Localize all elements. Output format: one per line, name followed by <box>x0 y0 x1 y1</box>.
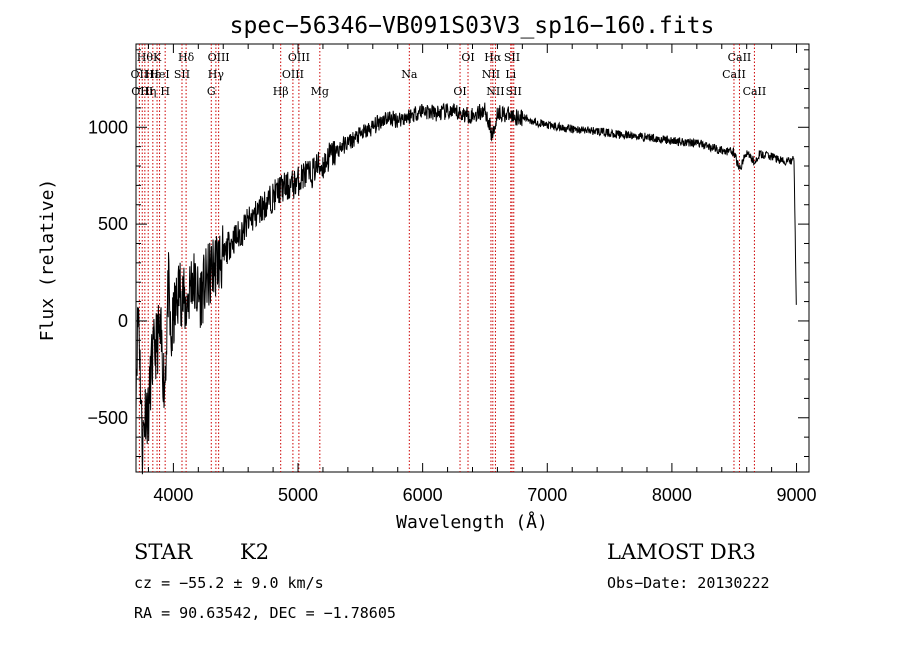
x-axis-label: Wavelength (Å) <box>396 511 548 533</box>
line-label-8: SII <box>174 68 190 81</box>
axis-ticks: 4000 5000 6000 7000 8000 9000 −500 0 500 1000 <box>87 44 817 505</box>
line-label-25: SII <box>506 85 522 98</box>
line-label-7: H <box>160 85 170 98</box>
x-tick-label: 8000 <box>652 485 692 505</box>
line-label-19: OI <box>461 51 474 64</box>
y-tick-label: 1000 <box>88 117 128 137</box>
line-label-6: HeI <box>149 68 169 81</box>
x-tick-label: 4000 <box>153 485 193 505</box>
line-label-2: Hθ <box>137 51 154 64</box>
y-axis-label: Flux (relative) <box>37 179 58 342</box>
line-label-15: OIII <box>288 51 310 64</box>
x-tick-label: 7000 <box>527 485 567 505</box>
line-label-13: Hβ <box>273 85 289 98</box>
spectral-line-labels: OIIOIIIHθHηHεKHeIHSIIHδGHγOIIIHβOIIIOIII… <box>131 51 767 98</box>
y-tick-label: 500 <box>98 214 128 234</box>
line-label-17: Na <box>401 68 418 81</box>
x-tick-label: 5000 <box>278 485 318 505</box>
object-class: STAR <box>134 540 193 564</box>
line-label-9: Hδ <box>178 51 195 64</box>
spectral-subclass: K2 <box>240 540 270 564</box>
line-label-26: CaII <box>722 68 746 81</box>
line-label-27: CaII <box>728 51 752 64</box>
line-label-20: NII <box>482 68 500 81</box>
line-label-18: OI <box>453 85 466 98</box>
ra-dec-coordinates: RA = 90.63542, DEC = −1.78605 <box>134 604 396 622</box>
line-label-23: Li <box>505 68 516 81</box>
line-label-28: CaII <box>743 85 767 98</box>
line-label-11: Hγ <box>208 68 225 81</box>
line-label-4: Hε <box>145 68 161 81</box>
survey-name: LAMOST DR3 <box>607 540 756 564</box>
line-label-14: OIII <box>282 68 304 81</box>
chart-title: spec−56346−VB091S03V3_sp16−160.fits <box>230 13 715 39</box>
line-label-3: Hη <box>140 85 156 98</box>
spectral-line-markers <box>138 44 755 472</box>
line-label-16: Mg <box>311 85 329 98</box>
line-label-24: SII <box>504 51 520 64</box>
line-label-21: Hα <box>484 51 502 64</box>
line-label-22: NII <box>486 85 504 98</box>
line-label-5: K <box>153 51 162 64</box>
x-tick-label: 9000 <box>777 485 817 505</box>
observation-date: Obs−Date: 20130222 <box>607 574 770 592</box>
line-label-10: G <box>207 85 216 98</box>
redshift-cz: cz = −55.2 ± 9.0 km/s <box>134 574 324 592</box>
y-tick-label: −500 <box>87 408 128 428</box>
spectrum-series <box>135 102 797 475</box>
y-tick-label: 0 <box>118 311 128 331</box>
line-label-0: OII <box>131 68 149 81</box>
x-tick-label: 6000 <box>403 485 443 505</box>
line-label-12: OIII <box>208 51 230 64</box>
